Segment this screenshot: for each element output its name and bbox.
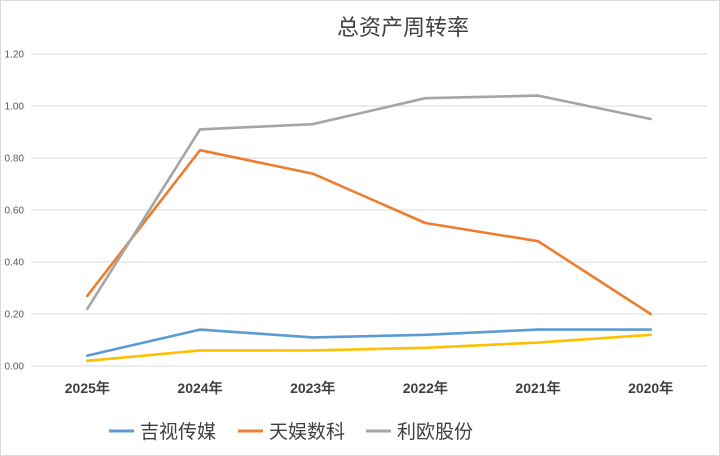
data-point[interactable] — [649, 117, 652, 121]
series-line[interactable] — [86, 94, 652, 311]
y-tick-label: 0.00 — [5, 362, 25, 373]
data-point[interactable] — [536, 240, 540, 243]
data-point[interactable] — [86, 359, 89, 362]
legend-label: 天娱数科 — [269, 421, 345, 443]
data-point[interactable] — [649, 333, 652, 336]
data-point[interactable] — [311, 349, 314, 352]
y-tick-label: 0.40 — [5, 258, 25, 269]
series-lines — [86, 94, 652, 363]
data-point[interactable] — [198, 128, 202, 131]
data-point[interactable] — [86, 307, 89, 310]
x-tick-label: 2024年 — [177, 380, 222, 396]
data-point[interactable] — [424, 221, 427, 225]
data-point[interactable] — [311, 172, 314, 175]
gridlines — [31, 53, 707, 367]
series-0 — [86, 328, 652, 357]
x-tick-label: 2023年 — [290, 380, 335, 396]
series-line[interactable] — [86, 328, 652, 357]
data-point[interactable] — [198, 349, 202, 352]
data-point[interactable] — [649, 312, 652, 316]
data-point[interactable] — [424, 333, 427, 336]
x-tick-label: 2020年 — [628, 380, 673, 396]
data-point[interactable] — [198, 328, 202, 331]
y-tick-label: 1.20 — [5, 50, 25, 61]
series-2 — [86, 94, 652, 311]
data-point[interactable] — [86, 354, 89, 357]
y-axis-ticks: 0.00 0.20 0.40 0.60 0.80 1.00 1.20 — [5, 50, 25, 373]
y-tick-label: 1.00 — [5, 102, 25, 113]
data-point[interactable] — [536, 341, 540, 344]
legend-label: 利欧股份 — [397, 421, 473, 443]
data-point[interactable] — [311, 123, 314, 126]
data-point[interactable] — [86, 294, 89, 297]
data-point[interactable] — [424, 346, 427, 349]
data-point[interactable] — [649, 328, 652, 331]
chart-title: 总资产周转率 — [337, 16, 469, 41]
data-point[interactable] — [536, 328, 540, 331]
series-line[interactable] — [86, 333, 652, 363]
series-1 — [86, 148, 652, 316]
y-tick-label: 0.80 — [5, 154, 25, 165]
legend-item-1[interactable]: 天娱数科 — [238, 421, 345, 443]
x-tick-label: 2022年 — [403, 380, 448, 396]
legend: 吉视传媒 天娱数科 利欧股份 — [109, 421, 473, 443]
legend-item-0[interactable]: 吉视传媒 — [109, 421, 216, 443]
data-point[interactable] — [311, 336, 314, 339]
x-axis-ticks: 2025年 2024年 2023年 2022年 2021年 2020年 — [65, 380, 673, 396]
y-tick-label: 0.60 — [5, 206, 25, 217]
series-3 — [86, 333, 652, 363]
legend-label: 吉视传媒 — [140, 421, 216, 443]
data-point[interactable] — [198, 149, 202, 152]
x-tick-label: 2025年 — [65, 380, 110, 396]
data-point[interactable] — [536, 94, 540, 97]
x-tick-label: 2021年 — [515, 380, 560, 396]
data-point[interactable] — [424, 97, 427, 100]
series-line[interactable] — [86, 148, 652, 316]
y-tick-label: 0.20 — [5, 310, 25, 321]
legend-item-2[interactable]: 利欧股份 — [366, 421, 473, 443]
